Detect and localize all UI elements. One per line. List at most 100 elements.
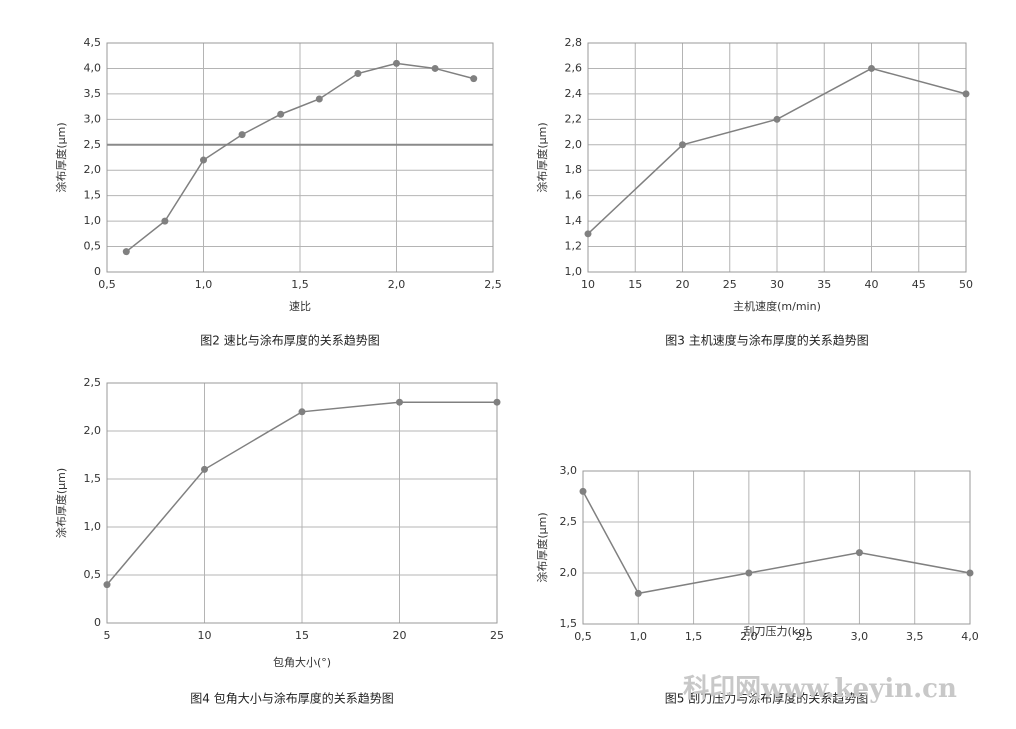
x-tick-label: 10 [581,278,595,291]
y-tick-label: 2,5 [560,515,578,528]
plot-frame [587,42,967,273]
y-tick-label: 2,0 [84,163,102,176]
x-axis-label: 包角大小(°) [273,655,331,669]
y-tick-label: 1,5 [84,472,102,485]
x-tick-label: 35 [817,278,831,291]
plot-frame [106,382,498,624]
y-tick-label: 0 [94,616,101,629]
y-tick-label: 1,0 [84,214,102,227]
chart-caption: 图5 刮刀压力与涂布厚度的关系趋势图 [665,691,868,706]
data-point [298,408,306,416]
data-point [122,248,130,256]
data-point [201,465,208,473]
x-tick-label: 2,5 [484,278,502,291]
watermark: 科印网www.keyin.cn [683,674,957,704]
y-tick-label: 3,0 [560,464,578,477]
plot-frame [582,470,971,625]
y-tick-label: 1,5 [560,617,578,630]
y-tick-label: 1,8 [565,163,583,176]
x-tick-label: 1,0 [630,630,648,643]
y-tick-label: 1,2 [565,240,583,253]
x-tick-label: 2,0 [740,630,758,643]
y-tick-label: 2,6 [565,61,583,74]
x-tick-label: 3,5 [906,630,924,643]
y-tick-label: 3,5 [84,87,102,100]
data-point [315,95,323,103]
y-tick-label: 0,5 [84,568,102,581]
x-tick-label: 15 [295,629,309,642]
y-axis-label: 涂布厚度(μm) [535,122,549,192]
data-point [493,398,501,406]
x-axis-label: 刮刀压力(kg) [744,624,810,638]
data-point [103,581,111,589]
x-tick-label: 25 [490,629,504,642]
data-point [277,110,285,118]
y-axis-label: 涂布厚度(μm) [54,468,68,538]
x-tick-label: 2,5 [795,630,813,643]
data-point [470,75,478,83]
plot-frame [106,42,494,273]
x-tick-label: 30 [770,278,784,291]
y-tick-label: 3,0 [84,112,102,125]
chart-caption: 图4 包角大小与涂布厚度的关系趋势图 [190,691,393,706]
data-point [431,64,439,72]
y-tick-label: 1,4 [565,214,583,227]
x-tick-label: 3,0 [851,630,869,643]
data-point [238,131,246,139]
data-point [393,59,400,67]
y-tick-label: 0,5 [84,240,102,253]
data-point [396,398,403,406]
data-point [745,569,753,577]
x-axis-label: 速比 [289,300,311,313]
y-tick-label: 2,0 [565,138,583,151]
x-tick-label: 5 [104,629,111,642]
x-tick-label: 1,5 [291,278,309,291]
x-tick-label: 25 [723,278,737,291]
y-tick-label: 1,6 [565,189,583,202]
y-axis-label: 涂布厚度(μm) [54,122,68,192]
y-tick-label: 2,0 [560,566,578,579]
y-tick-label: 2,0 [84,424,102,437]
x-tick-label: 50 [959,278,973,291]
y-tick-label: 2,8 [565,36,583,49]
x-axis-label: 主机速度(m/min) [733,299,821,313]
data-point [855,549,863,557]
data-point [679,141,686,149]
x-tick-label: 20 [393,629,407,642]
x-tick-label: 20 [676,278,690,291]
x-tick-label: 4,0 [961,630,979,643]
chart-caption: 图3 主机速度与涂布厚度的关系趋势图 [665,333,868,348]
x-tick-label: 0,5 [98,278,116,291]
x-tick-label: 10 [198,629,212,642]
y-tick-label: 2,2 [565,112,583,125]
data-point [200,156,207,164]
y-tick-label: 4,5 [84,36,102,49]
y-tick-label: 2,5 [84,376,102,389]
y-tick-label: 2,5 [84,138,102,151]
data-point [868,64,875,72]
x-tick-label: 0,5 [574,630,592,643]
data-point [773,115,781,123]
x-tick-label: 2,0 [388,278,406,291]
x-tick-label: 45 [912,278,926,291]
y-tick-label: 1,0 [84,520,102,533]
y-tick-label: 1,0 [565,265,583,278]
x-tick-label: 40 [865,278,879,291]
y-tick-label: 2,4 [565,87,583,100]
data-point [354,70,362,78]
y-tick-label: 1,5 [84,189,102,202]
x-tick-label: 1,0 [195,278,213,291]
data-line [125,62,474,253]
data-point [634,589,642,597]
data-point [962,90,970,98]
y-tick-label: 0 [94,265,101,278]
y-tick-label: 4,0 [84,61,102,74]
x-tick-label: 1,5 [685,630,703,643]
data-line [582,491,971,595]
y-axis-label: 涂布厚度(μm) [535,512,549,582]
x-tick-label: 15 [628,278,642,291]
data-point [584,230,592,238]
data-point [579,487,587,495]
data-point [966,569,974,577]
